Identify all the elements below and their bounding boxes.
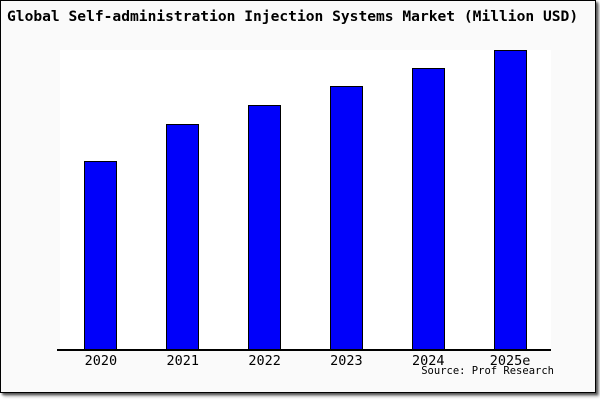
x-tick-label: 2024 xyxy=(411,353,445,369)
x-tick-label: 2023 xyxy=(330,353,363,369)
bar-slot xyxy=(469,50,551,349)
plot-area xyxy=(57,50,551,351)
bar-2022 xyxy=(248,105,282,349)
bar-2025e xyxy=(493,50,527,349)
chart-title: Global Self-administration Injection Sys… xyxy=(7,8,579,25)
bar-slot xyxy=(60,50,142,349)
bar-2023 xyxy=(329,86,363,349)
bar-2020 xyxy=(84,161,118,349)
bars xyxy=(60,50,551,349)
bar-slot xyxy=(387,50,469,349)
x-tick-label: 2021 xyxy=(166,353,199,369)
bar-2024 xyxy=(411,68,445,349)
x-tick-label: 2025e xyxy=(489,353,531,369)
bar-slot xyxy=(142,50,224,349)
x-tick-label: 2020 xyxy=(84,353,118,369)
figure-frame: Global Self-administration Injection Sys… xyxy=(0,0,596,393)
bar-2021 xyxy=(166,124,200,349)
source-note: Source: Prof Research xyxy=(421,365,554,377)
x-axis-line xyxy=(57,349,551,351)
bar-slot xyxy=(224,50,306,349)
bar-slot xyxy=(305,50,387,349)
x-axis-labels: 2020 2021 2022 2023 2024 2025e xyxy=(60,353,551,369)
x-tick-label: 2022 xyxy=(248,353,281,369)
